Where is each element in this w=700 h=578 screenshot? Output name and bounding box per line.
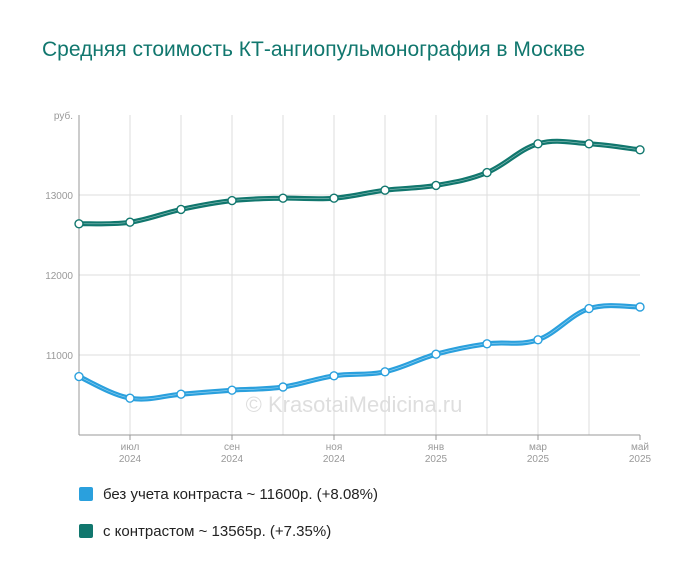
data-point xyxy=(125,217,135,227)
series-1 xyxy=(74,302,645,403)
data-point xyxy=(431,180,441,191)
x-tick-label-year: 2025 xyxy=(629,454,652,465)
x-tick-label-month: сен xyxy=(224,442,240,453)
grid-layer xyxy=(79,115,640,435)
x-tick-label-month: мар xyxy=(529,442,547,453)
chart-title: Средняя стоимость КТ-ангиопульмонография… xyxy=(42,38,586,61)
x-tick-label-month: ноя xyxy=(326,442,343,453)
x-tick-label-year: 2024 xyxy=(323,454,346,465)
watermark: © KrasotaiMedicina.ru xyxy=(246,392,463,417)
y-tick-label: 12000 xyxy=(45,271,73,282)
data-point xyxy=(74,219,84,229)
series-line xyxy=(76,138,643,227)
data-point xyxy=(584,139,594,149)
y-tick-label: 13000 xyxy=(45,191,73,202)
y-tick-label: 11000 xyxy=(46,351,74,362)
data-point xyxy=(329,371,339,381)
legend-label: с контрастом ~ 13565р. (+7.35%) xyxy=(103,522,332,540)
series-2 xyxy=(74,138,645,229)
x-tick-label-year: 2025 xyxy=(425,454,448,465)
axis-layer: 110001200013000руб.июл2024сен2024ноя2024… xyxy=(45,110,651,465)
line-chart: © KrasotaiMedicina.ru 11000 12000 13000 руб… xyxy=(45,110,651,465)
data-point xyxy=(584,303,594,314)
legend-swatch xyxy=(79,524,93,538)
legend-swatch xyxy=(79,487,93,501)
series-line xyxy=(76,303,643,402)
data-point xyxy=(431,349,441,359)
data-point xyxy=(380,367,390,377)
x-tick-label-month: июл xyxy=(121,442,140,453)
data-point xyxy=(635,145,645,155)
data-point xyxy=(278,382,288,392)
series-layer xyxy=(74,138,645,403)
x-tick-label-year: 2024 xyxy=(119,454,142,465)
data-point xyxy=(635,302,645,312)
x-tick-label-month: янв xyxy=(428,442,444,453)
data-point xyxy=(482,339,492,349)
data-point xyxy=(482,167,492,178)
data-point xyxy=(227,195,237,206)
data-point xyxy=(278,193,288,203)
data-point xyxy=(533,139,543,149)
legend-item[interactable]: с контрастом ~ 13565р. (+7.35%) xyxy=(79,521,378,541)
x-tick-label-year: 2025 xyxy=(527,454,550,465)
data-point xyxy=(329,193,339,203)
y-axis-unit: руб. xyxy=(54,110,73,122)
legend-item[interactable]: без учета контраста ~ 11600р. (+8.08%) xyxy=(79,484,378,504)
x-tick-label-month: май xyxy=(631,442,649,453)
data-point xyxy=(176,204,186,215)
x-tick-label-year: 2024 xyxy=(221,454,244,465)
series-line-highlight xyxy=(78,305,641,400)
data-point xyxy=(533,335,543,345)
data-point xyxy=(380,185,390,195)
legend: без учета контраста ~ 11600р. (+8.08%) с … xyxy=(79,484,378,558)
data-point xyxy=(227,385,237,395)
data-point xyxy=(176,389,186,399)
legend-label: без учета контраста ~ 11600р. (+8.08%) xyxy=(103,485,378,503)
data-point xyxy=(74,371,84,382)
data-point xyxy=(125,393,135,403)
